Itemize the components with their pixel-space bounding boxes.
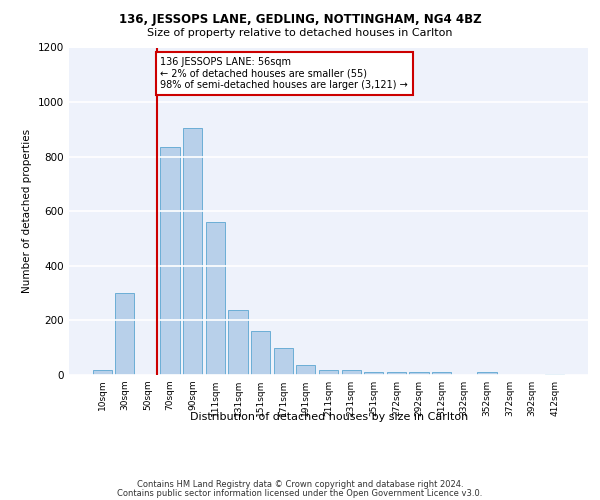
Bar <box>274 348 293 375</box>
Bar <box>319 370 338 375</box>
Bar <box>296 366 316 375</box>
Bar <box>477 372 497 375</box>
Bar <box>432 372 451 375</box>
Text: Contains public sector information licensed under the Open Government Licence v3: Contains public sector information licen… <box>118 488 482 498</box>
Bar <box>409 372 428 375</box>
Bar <box>229 310 248 375</box>
Text: 136, JESSOPS LANE, GEDLING, NOTTINGHAM, NG4 4BZ: 136, JESSOPS LANE, GEDLING, NOTTINGHAM, … <box>119 12 481 26</box>
Text: Contains HM Land Registry data © Crown copyright and database right 2024.: Contains HM Land Registry data © Crown c… <box>137 480 463 489</box>
Bar <box>206 222 225 375</box>
Y-axis label: Number of detached properties: Number of detached properties <box>22 129 32 294</box>
Bar <box>160 147 180 375</box>
Bar <box>115 293 134 375</box>
Bar <box>251 332 270 375</box>
Bar <box>545 374 565 375</box>
Bar <box>341 370 361 375</box>
Bar <box>92 370 112 375</box>
Text: 136 JESSOPS LANE: 56sqm
← 2% of detached houses are smaller (55)
98% of semi-det: 136 JESSOPS LANE: 56sqm ← 2% of detached… <box>160 57 408 90</box>
Text: Size of property relative to detached houses in Carlton: Size of property relative to detached ho… <box>147 28 453 38</box>
Bar <box>387 372 406 375</box>
Bar <box>364 372 383 375</box>
Text: Distribution of detached houses by size in Carlton: Distribution of detached houses by size … <box>190 412 468 422</box>
Bar <box>183 128 202 375</box>
